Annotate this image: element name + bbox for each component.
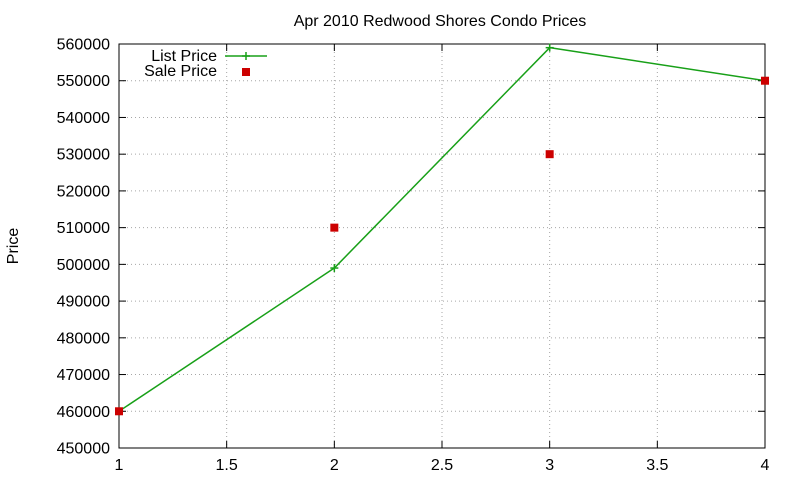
legend-plus-marker [242, 52, 250, 60]
y-tick-label: 490000 [57, 294, 110, 311]
legend: List Price Sale Price [144, 48, 267, 80]
y-tick-label: 450000 [57, 441, 110, 458]
y-tick-labels: 450000 460000 470000 480000 490000 500000 5100… [57, 37, 110, 458]
sale-price-point [115, 407, 123, 416]
y-tick-label: 500000 [57, 257, 110, 274]
y-tick-label: 550000 [57, 73, 110, 90]
legend-marker-list-price [242, 52, 250, 60]
y-tick-label: 530000 [57, 147, 110, 164]
list-price-point [330, 264, 339, 273]
y-axis-label: Price [5, 228, 22, 265]
sale-price-point [545, 150, 554, 159]
x-tick-label: 4 [761, 457, 770, 474]
chart-title: Apr 2010 Redwood Shores Condo Prices [294, 13, 587, 30]
sale-price-series [115, 76, 769, 416]
x-tick-label: 2.5 [431, 457, 453, 474]
list-price-line [118, 46, 766, 412]
x-tick-label: 1 [115, 457, 124, 474]
y-tick-label: 560000 [57, 37, 110, 54]
x-tick-label: 3 [545, 457, 554, 474]
series-layer [115, 43, 769, 416]
y-tick-label: 460000 [57, 404, 110, 421]
sale-price-point [330, 223, 339, 232]
list-price-point [545, 43, 554, 52]
legend-marker-sale-price [242, 68, 250, 76]
y-tick-label: 510000 [57, 220, 110, 237]
y-tick-label: 470000 [57, 367, 110, 384]
y-tick-label: 540000 [57, 110, 110, 127]
legend-label-sale-price: Sale Price [144, 63, 217, 80]
x-tick-labels: 1 1.5 2 2.5 3 3.5 4 [115, 457, 770, 474]
x-tick-label: 3.5 [646, 457, 668, 474]
y-tick-label: 480000 [57, 330, 110, 347]
y-tick-label: 520000 [57, 183, 110, 200]
legend-label-list-price: List Price [151, 48, 217, 65]
sale-price-point [761, 76, 769, 85]
x-tick-label: 1.5 [216, 457, 238, 474]
legend-square-marker [242, 68, 250, 76]
x-tick-label: 2 [330, 457, 339, 474]
